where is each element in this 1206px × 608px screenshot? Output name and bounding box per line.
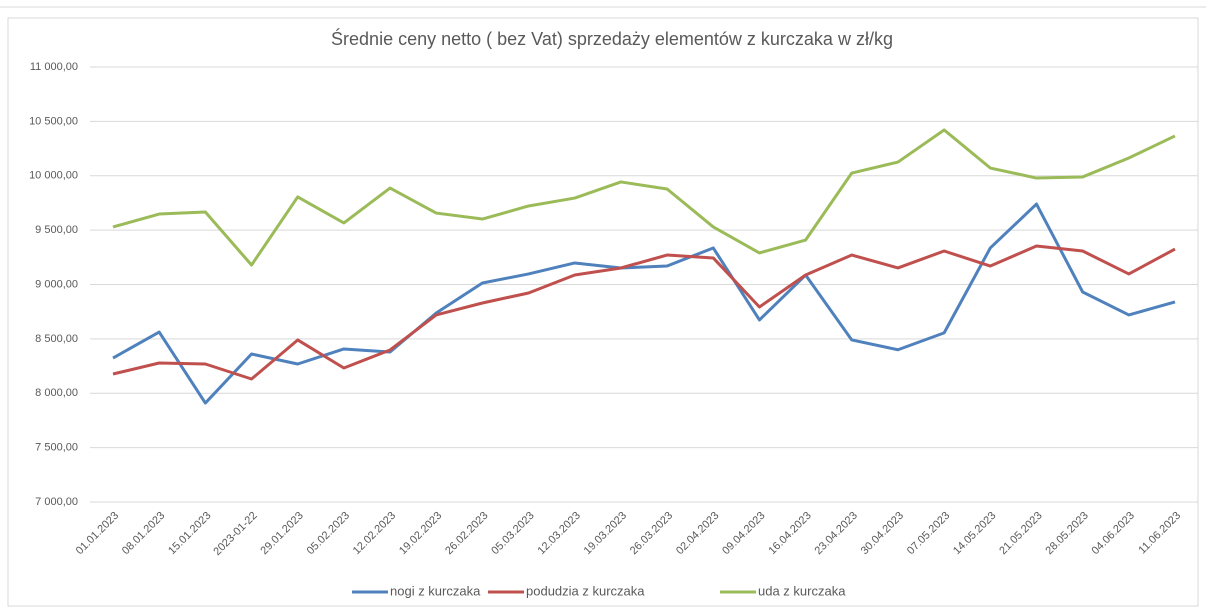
series-line [112,128,1176,267]
y-tick-label: 10 500,00 [29,115,78,127]
y-tick-label: 7 000,00 [35,496,78,508]
y-tick-label: 11 000,00 [30,61,78,73]
y-tick-label: 9 000,00 [35,278,78,290]
series-line [112,244,1176,381]
legend-label: podudzia z kurczaka [526,583,645,598]
legend-label: uda z kurczaka [758,583,846,598]
series-line [112,202,1176,405]
y-tick-label: 9 500,00 [35,224,78,236]
legend-label: nogi z kurczaka [390,583,481,598]
y-tick-label: 7 500,00 [35,442,78,454]
chart-title: Średnie ceny netto ( bez Vat) sprzedaży … [331,28,893,49]
y-tick-label: 8 000,00 [35,387,78,399]
y-tick-label: 8 500,00 [35,333,78,345]
y-tick-label: 10 000,00 [29,170,78,182]
chart-frame [7,17,1199,607]
